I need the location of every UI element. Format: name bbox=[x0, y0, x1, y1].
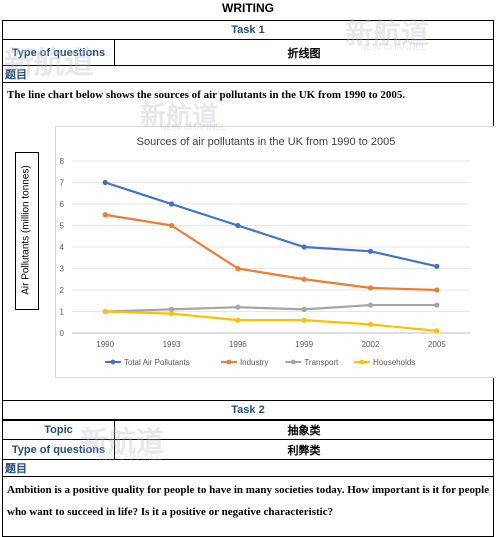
task1-heading: Task 1 bbox=[2, 20, 494, 40]
task2-type-value: 利弊类 bbox=[114, 439, 494, 460]
task2-prompt: Ambition is a positive quality for peopl… bbox=[7, 484, 490, 518]
task2-topic-label: Topic bbox=[2, 419, 115, 440]
task2-prompt-cell: Ambition is a positive quality for peopl… bbox=[2, 476, 494, 537]
task1-prompt: The line chart below shows the sources o… bbox=[7, 89, 406, 101]
task1-type-label: Type of questions bbox=[2, 39, 115, 66]
task2-type-label: Type of questions bbox=[2, 439, 115, 460]
task2-topic-value: 抽象类 bbox=[114, 419, 494, 440]
task2-section-label: 题目 bbox=[2, 459, 494, 477]
y-axis-label-box bbox=[15, 152, 39, 310]
chart-frame bbox=[55, 126, 496, 378]
y-axis-label: Air Pollutants (million tonnes) bbox=[20, 165, 32, 295]
task1-section-label: 题目 bbox=[2, 65, 494, 83]
page-title: WRITING bbox=[222, 1, 274, 15]
task2-heading: Task 2 bbox=[2, 400, 494, 420]
task1-type-value: 折线图 bbox=[114, 39, 494, 66]
task2-table: Task 2 Topic 抽象类 Type of questions 利弊类 题… bbox=[2, 400, 494, 537]
